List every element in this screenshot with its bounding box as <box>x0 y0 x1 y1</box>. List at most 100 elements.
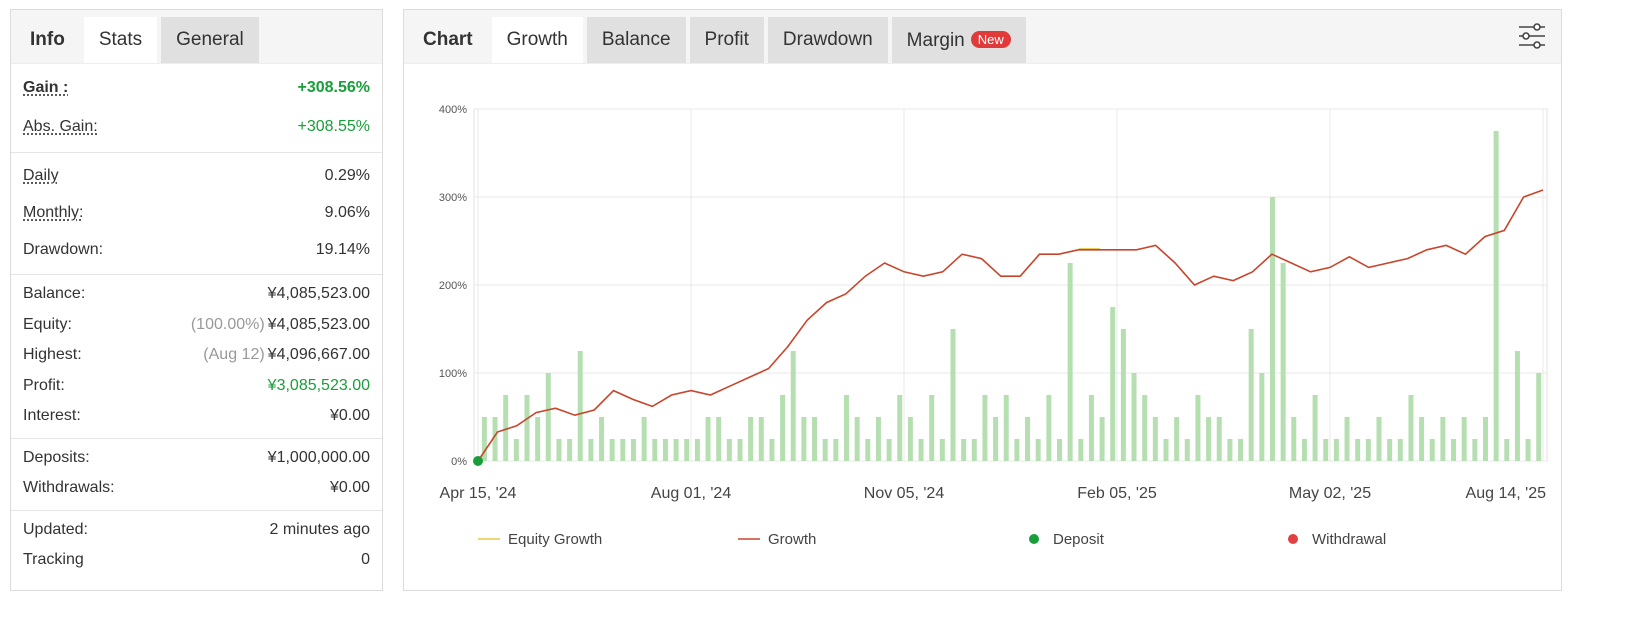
bar <box>1397 439 1403 461</box>
stat-value-group: ¥0.00 <box>330 407 370 425</box>
bar <box>1259 373 1265 461</box>
x-tick-label: Aug 14, '25 <box>1466 485 1547 502</box>
stat-value: ¥0.00 <box>329 479 370 497</box>
bar <box>1472 439 1478 461</box>
stat-row: Equity: (100.00%) ¥4,085,523.00 <box>23 310 370 341</box>
bar <box>939 439 945 461</box>
stat-value: 19.14% <box>315 240 370 258</box>
stat-label: Tracking <box>23 551 84 569</box>
bar <box>1142 395 1148 461</box>
bar <box>1419 417 1425 461</box>
stat-value-group: (100.00%) ¥4,085,523.00 <box>191 316 370 334</box>
bar <box>812 417 818 461</box>
bar <box>918 439 924 461</box>
stat-value: 0 <box>361 551 370 569</box>
bar <box>1504 439 1510 461</box>
stat-value-group: (Aug 12) ¥4,096,667.00 <box>203 346 370 364</box>
tab[interactable]: Balance <box>586 17 686 63</box>
stat-row: Updated: 2 minutes ago <box>23 515 370 546</box>
bar <box>1514 351 1520 461</box>
bar <box>545 373 551 461</box>
stat-value: ¥4,085,523.00 <box>267 285 370 303</box>
bar <box>1099 417 1105 461</box>
tab[interactable]: Stats <box>83 17 158 63</box>
bar <box>801 417 807 461</box>
bar <box>790 351 796 461</box>
stat-value-group: 19.14% <box>316 241 370 259</box>
stat-label: Withdrawals: <box>23 479 115 497</box>
legend-label: Growth <box>768 531 816 548</box>
tab[interactable]: Growth <box>491 17 583 63</box>
y-tick-label: 100% <box>439 368 467 380</box>
bar <box>662 439 668 461</box>
bar <box>769 439 775 461</box>
stat-row: Gain : +308.56% <box>23 68 370 107</box>
bar <box>748 417 754 461</box>
bar <box>1025 417 1031 461</box>
bar <box>1078 439 1084 461</box>
line <box>477 189 1544 462</box>
stat-label: Balance: <box>23 285 86 303</box>
bar <box>929 395 935 461</box>
bar <box>726 439 732 461</box>
bar <box>1131 373 1137 461</box>
bar <box>1461 417 1467 461</box>
x-tick-label: Aug 01, '24 <box>651 485 732 502</box>
tab[interactable]: General <box>161 17 259 63</box>
legend-label: Equity Growth <box>508 531 602 548</box>
tab[interactable]: Margin New <box>891 17 1026 63</box>
stats-section: Updated: 2 minutes ago Tracking 0 <box>11 511 382 582</box>
bar <box>694 439 700 461</box>
bar <box>1291 417 1297 461</box>
bar <box>556 439 562 461</box>
stat-row: Interest: ¥0.00 <box>23 401 370 432</box>
stat-value: ¥0.00 <box>329 407 370 425</box>
bar <box>1387 439 1393 461</box>
tab[interactable]: Info <box>30 29 65 50</box>
bar <box>1014 439 1020 461</box>
bar <box>1120 329 1126 461</box>
bar <box>1248 329 1254 461</box>
bar <box>737 439 743 461</box>
bar <box>620 439 626 461</box>
stat-label: Drawdown: <box>23 240 104 258</box>
chart: 0% 100% 200% 300% 400% Apr 15, '24 Aug 01, '24… <box>439 104 1548 548</box>
stats-section: Gain : +308.56% Abs. Gain: +308.55% <box>11 64 382 153</box>
legend-swatch <box>1288 534 1298 544</box>
bar <box>630 439 636 461</box>
bar <box>758 417 764 461</box>
stat-row: Abs. Gain: +308.55% <box>23 107 370 146</box>
legend-swatch <box>1029 534 1039 544</box>
bar <box>1365 439 1371 461</box>
bar <box>641 417 647 461</box>
bar <box>1067 263 1073 461</box>
bar <box>1536 373 1542 461</box>
chart-panel: Chart Growth Balance Profit Drawdown Margin Ne… <box>403 9 1562 591</box>
settings-icon[interactable] <box>1517 22 1547 50</box>
bar <box>822 439 828 461</box>
stat-row: Daily 0.29% <box>23 157 370 194</box>
stat-row: Drawdown: 19.14% <box>23 231 370 268</box>
stat-label: Gain : <box>23 78 69 96</box>
bar <box>1323 439 1329 461</box>
bar <box>886 439 892 461</box>
bar <box>1333 439 1339 461</box>
bar <box>950 329 956 461</box>
tab[interactable]: Profit <box>689 17 764 63</box>
bar <box>524 395 530 461</box>
stat-value-group: ¥3,085,523.00 <box>268 377 370 395</box>
bar <box>843 395 849 461</box>
bar <box>780 395 786 461</box>
tab[interactable]: Chart <box>423 29 473 50</box>
bar <box>961 439 967 461</box>
stat-label: Equity: <box>23 315 72 333</box>
stat-label: Updated: <box>23 520 88 538</box>
bar <box>1482 417 1488 461</box>
stat-value-group: ¥4,085,523.00 <box>268 285 370 303</box>
bar <box>684 439 690 461</box>
tab[interactable]: Drawdown <box>767 17 888 63</box>
stats-panel: Info Stats General Gain : +308.56% Abs. Gain… <box>10 9 383 591</box>
stat-row: Profit: ¥3,085,523.00 <box>23 371 370 402</box>
bar <box>1269 197 1275 461</box>
stat-value: 9.06% <box>324 203 370 221</box>
